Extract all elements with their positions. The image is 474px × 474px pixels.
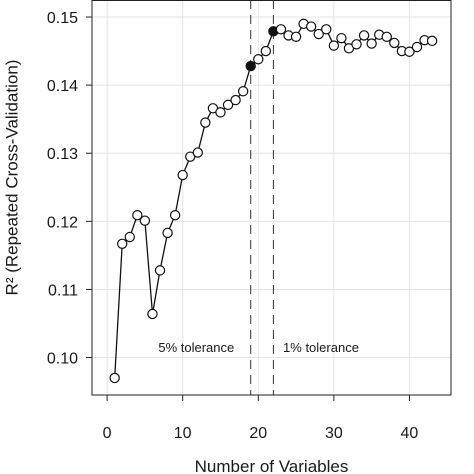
data-point <box>154 265 166 276</box>
y-tick-label: 0.15 <box>47 10 78 27</box>
data-point <box>177 169 188 181</box>
data-point <box>411 41 423 53</box>
annotations: 5% tolerance 1% tolerance <box>158 340 359 355</box>
x-tick-label: 40 <box>401 425 419 442</box>
data-point <box>381 31 392 42</box>
data-point <box>230 94 241 106</box>
tick-labels: 0 10 20 30 40 0.10 0.11 0.12 0.13 0.14 0.15 <box>47 10 419 442</box>
grid <box>92 0 451 395</box>
data-point <box>109 372 120 384</box>
x-tick-label: 30 <box>325 425 343 442</box>
data-point <box>260 45 272 57</box>
y-tick-label: 0.10 <box>47 351 78 368</box>
data-point <box>328 40 340 51</box>
y-tick-label: 0.13 <box>47 146 78 163</box>
data-point <box>222 99 234 111</box>
x-tick-label: 10 <box>174 425 192 442</box>
y-axis-title: R² (Repeated Cross-Validation) <box>2 60 21 296</box>
plot-frame <box>91 0 452 396</box>
y-tick-label: 0.12 <box>47 214 78 231</box>
data-point <box>404 46 415 57</box>
data-point <box>139 215 151 226</box>
x-tick-label: 20 <box>249 425 267 442</box>
data-point <box>124 231 135 243</box>
data-point <box>132 210 143 221</box>
data-point <box>358 30 370 41</box>
data-point <box>162 227 173 239</box>
data-point <box>305 21 317 32</box>
data-point <box>117 238 128 250</box>
data-point <box>290 31 302 42</box>
data-point <box>192 147 204 158</box>
data-point <box>253 54 264 65</box>
data-point <box>313 28 324 40</box>
data-point <box>351 39 362 50</box>
data-point <box>200 117 211 128</box>
x-axis-title: Number of Variables <box>195 457 349 474</box>
data-point <box>321 24 332 35</box>
data-point <box>147 308 158 320</box>
data-point <box>215 107 226 118</box>
annotation-1pct-tolerance: 1% tolerance <box>283 340 359 355</box>
x-tick-label: 0 <box>103 425 112 442</box>
data-point <box>275 24 287 35</box>
y-tick-label: 0.14 <box>47 78 78 95</box>
data-point <box>366 38 377 49</box>
data-point <box>169 210 181 221</box>
y-tick-label: 0.11 <box>48 282 78 299</box>
axis-ticks <box>86 16 410 401</box>
data-point-selected <box>245 60 256 72</box>
data-point <box>389 37 400 49</box>
data-point <box>237 86 249 97</box>
data-point <box>426 35 438 47</box>
data-points <box>109 18 438 384</box>
data-point <box>336 32 347 44</box>
annotation-5pct-tolerance: 5% tolerance <box>158 340 234 355</box>
